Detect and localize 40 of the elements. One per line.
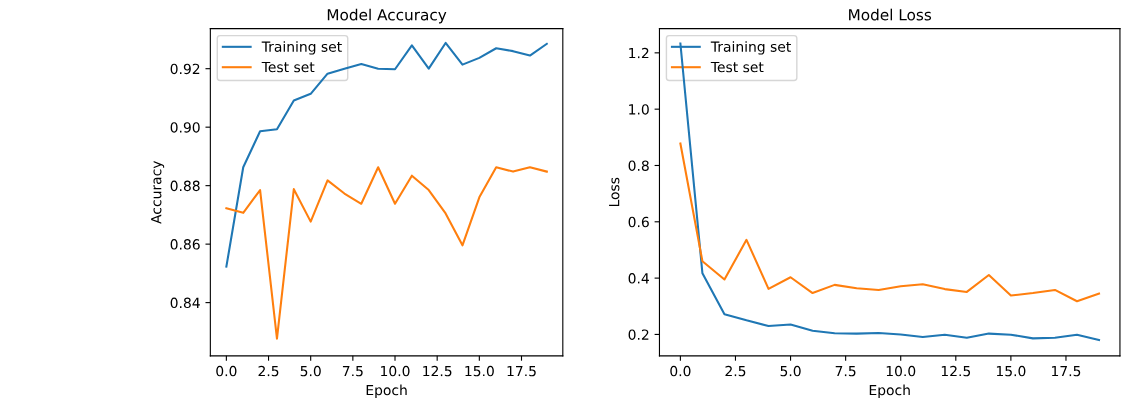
y-tick-label: 0.88 [170, 180, 200, 192]
legend-label: Training set [710, 41, 791, 55]
x-axis-title: Epoch [366, 384, 407, 398]
y-tick-label: 0.4 [628, 273, 649, 284]
y-tick-label: 0.92 [170, 63, 200, 75]
legend-label: Test set [710, 61, 764, 73]
y-tick-label: 0.8 [628, 160, 649, 171]
y-tick-label: 1.2 [629, 47, 649, 59]
line-series [225, 166, 548, 340]
x-tick-label: 5.0 [300, 365, 321, 377]
y-tick-label: 0.84 [170, 297, 200, 309]
x-tick-label: 15.0 [996, 365, 1026, 377]
line-series [225, 41, 548, 268]
x-tick-label: 17.5 [507, 365, 536, 377]
chart-title: Model Accuracy [327, 8, 447, 24]
line-series [679, 142, 1101, 303]
y-tick-label: 0.6 [628, 216, 649, 228]
x-tick-label: 0.0 [216, 365, 237, 377]
x-tick-label: 2.5 [725, 365, 746, 377]
x-tick-label: 17.5 [1052, 365, 1081, 377]
x-tick-label: 10.0 [886, 365, 916, 377]
x-tick-label: 7.5 [342, 365, 363, 377]
y-tick-label: 0.90 [170, 122, 200, 133]
x-tick-label: 12.5 [941, 365, 971, 377]
x-axis-title: Epoch [869, 384, 910, 398]
legend-label: Training set [261, 41, 342, 55]
y-tick-label: 0.86 [170, 239, 200, 250]
x-tick-label: 5.0 [780, 365, 801, 377]
x-tick-label: 2.5 [258, 365, 279, 377]
y-tick-label: 1.0 [629, 104, 649, 115]
y-axis-title: Loss [609, 177, 620, 207]
x-tick-label: 0.0 [670, 365, 691, 377]
x-tick-label: 7.5 [835, 365, 856, 377]
legend-label: Test set [261, 61, 315, 73]
chart-title: Model Loss [849, 8, 932, 21]
y-tick-label: 0.2 [628, 329, 649, 340]
y-axis-title: Accuracy [151, 160, 165, 224]
x-tick-label: 15.0 [465, 365, 494, 377]
x-tick-label: 12.5 [423, 365, 452, 377]
x-tick-label: 10.0 [381, 365, 410, 377]
